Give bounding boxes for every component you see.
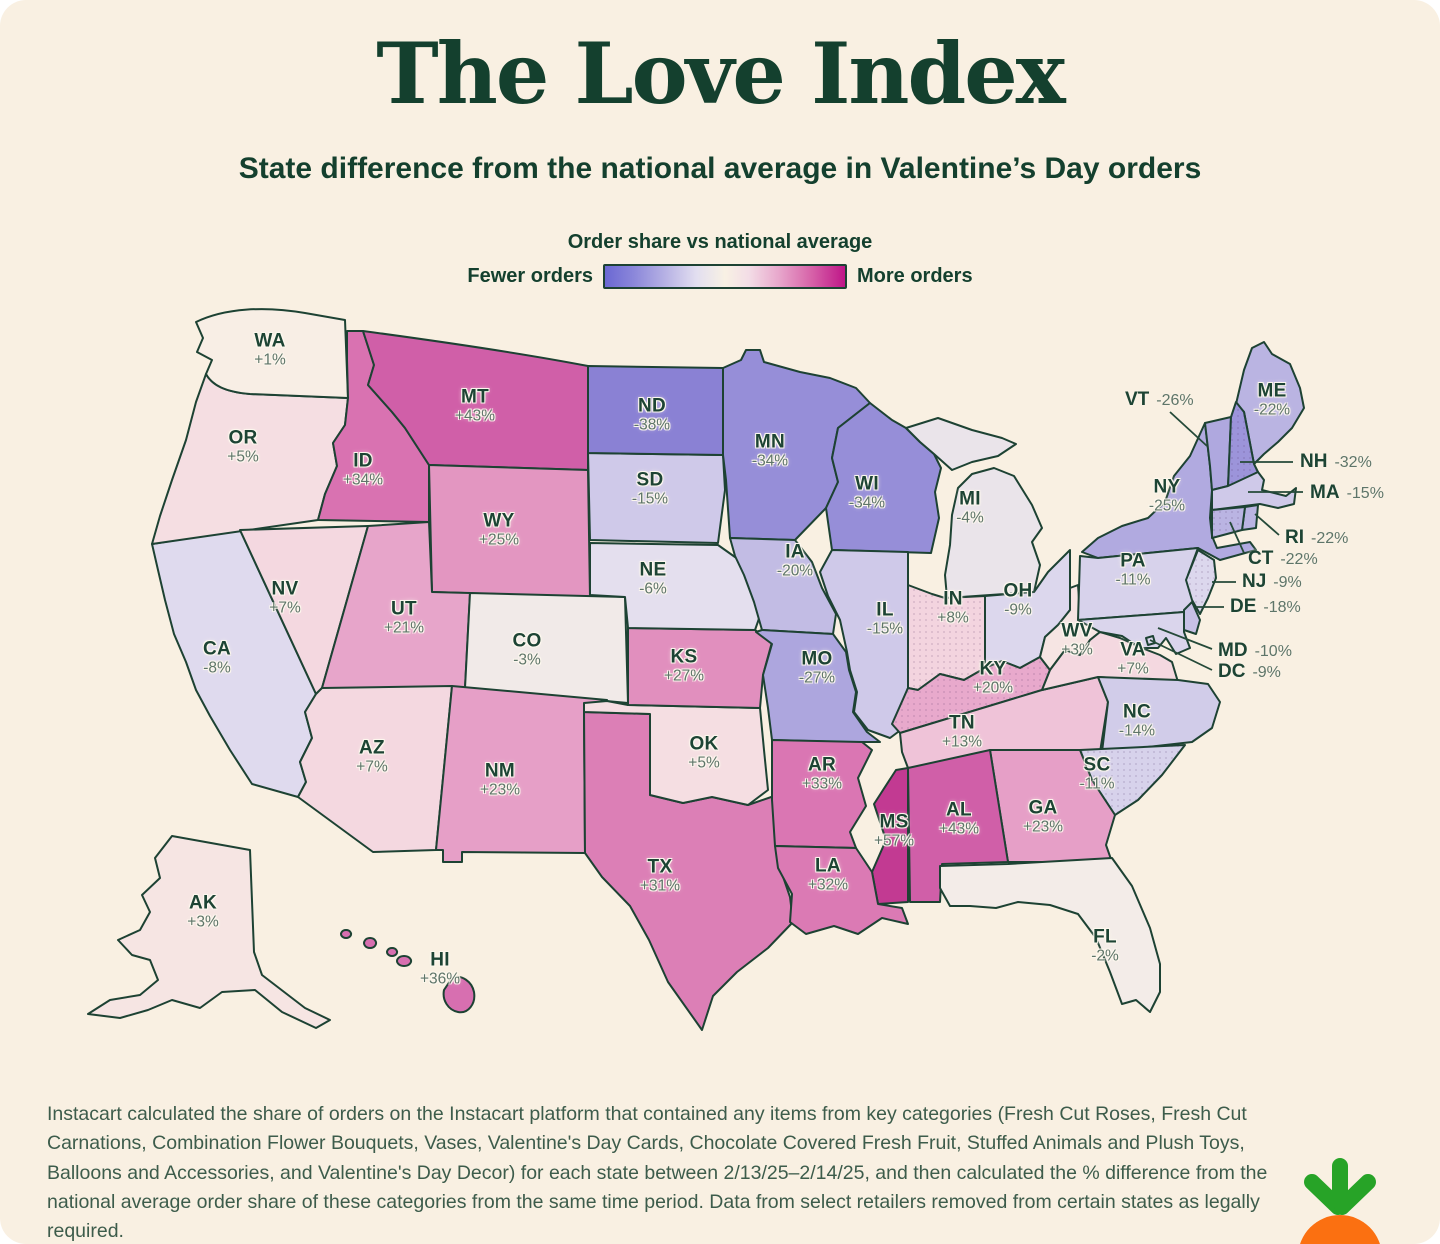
state-shape-AK xyxy=(87,835,331,1029)
state-dot-texture-NJ xyxy=(1186,550,1216,614)
state-shape-PA xyxy=(1077,547,1199,621)
state-dot-texture-SC xyxy=(1080,745,1185,815)
footnote: Instacart calculated the share of orders… xyxy=(47,1103,1268,1242)
callout-line-VT xyxy=(1169,411,1208,447)
state-shape-AR xyxy=(771,739,873,849)
legend-more-label: More orders xyxy=(857,265,973,287)
state-shape-WA xyxy=(195,308,349,399)
state-shape-AZ xyxy=(297,685,453,853)
state-shape-AL xyxy=(907,749,1009,903)
state-shape-WY xyxy=(428,464,591,598)
state-shape-NM xyxy=(435,685,608,863)
state-shape-MT xyxy=(362,330,589,471)
state-dot-texture-CT xyxy=(1212,507,1245,538)
instacart-carrot-logo xyxy=(1300,1158,1380,1244)
state-shape-KS xyxy=(627,627,773,709)
legend: Order share vs national average Fewer or… xyxy=(0,231,1440,289)
callout-line-MD xyxy=(1157,627,1213,650)
page-subtitle: State difference from the national avera… xyxy=(238,152,1202,185)
state-dot-texture-IN xyxy=(908,585,985,690)
state-shape-NC xyxy=(1097,676,1221,753)
legend-fewer-label: Fewer orders xyxy=(467,265,593,287)
callout-line-CT xyxy=(1229,521,1245,554)
state-dot-texture-NH xyxy=(1228,402,1258,488)
state-shape-MS xyxy=(871,767,909,905)
legend-gradient-bar xyxy=(603,264,847,289)
callout-line-DC xyxy=(1149,639,1213,671)
state-shape-FL xyxy=(939,857,1161,1013)
state-shape-HI xyxy=(340,929,476,1014)
state-shape-ND xyxy=(587,365,724,456)
state-dot-texture-KY xyxy=(892,657,1050,733)
state-shape-CO xyxy=(464,592,629,704)
callout-line-RI xyxy=(1254,513,1280,536)
state-shape-MI xyxy=(905,417,1043,599)
page-title: The Love Index xyxy=(376,24,1065,123)
legend-title: Order share vs national average xyxy=(567,231,873,253)
state-shape-LA xyxy=(774,845,909,935)
state-shape-MD xyxy=(1077,611,1191,655)
state-shape-SD xyxy=(587,452,726,544)
